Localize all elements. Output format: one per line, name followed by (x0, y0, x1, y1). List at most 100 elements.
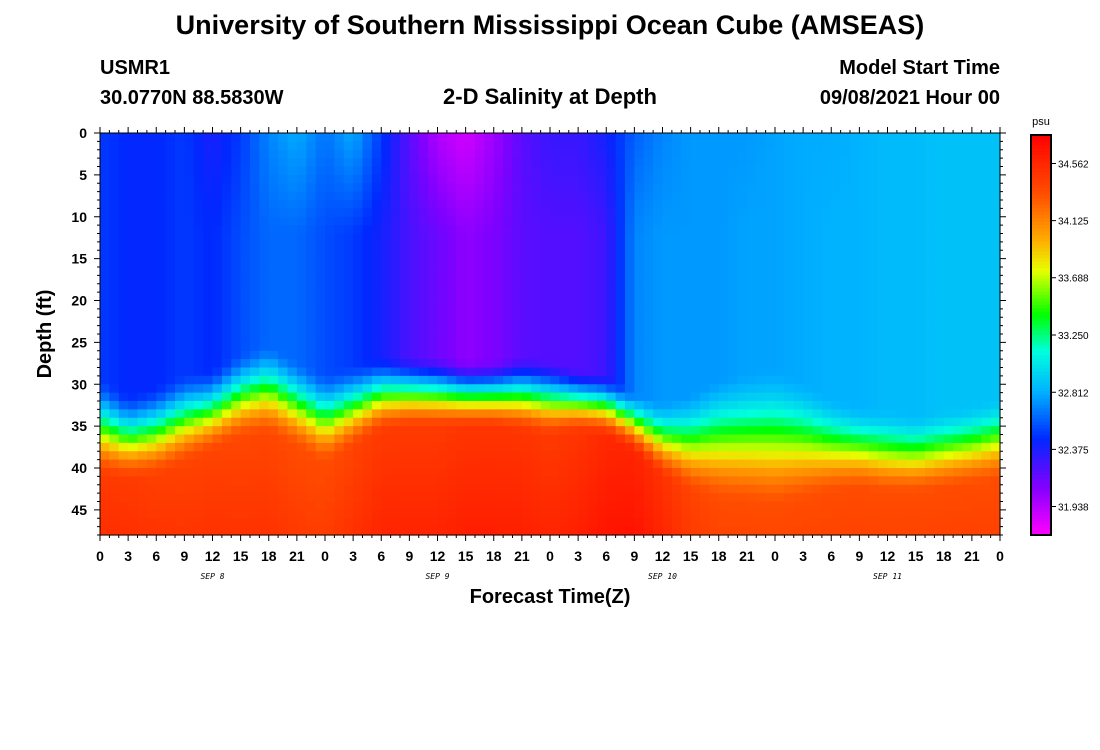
heatmap-cell (906, 166, 917, 176)
heatmap-cell (212, 166, 223, 176)
heatmap-cell (446, 183, 457, 193)
heatmap-cell (737, 275, 748, 285)
heatmap-cell (990, 133, 1001, 142)
heatmap-cell (662, 216, 673, 226)
heatmap-cell (887, 317, 898, 327)
heatmap-cell (737, 300, 748, 310)
heatmap-cell (662, 459, 673, 469)
heatmap-cell (962, 518, 973, 528)
heatmap-cell (437, 166, 448, 176)
heatmap-cell (906, 292, 917, 302)
heatmap-cell (465, 501, 476, 511)
heatmap-cell (156, 133, 167, 142)
colorbar-swatch (1031, 268, 1051, 273)
heatmap-cell (381, 241, 392, 251)
heatmap-cell (868, 367, 879, 377)
heatmap-cell (718, 526, 729, 536)
heatmap-cell (531, 258, 542, 268)
heatmap-cell (446, 208, 457, 218)
heatmap-cell (962, 300, 973, 310)
heatmap-cell (671, 241, 682, 251)
heatmap-cell (465, 509, 476, 519)
heatmap-cell (175, 468, 185, 477)
heatmap-cell (793, 191, 804, 201)
heatmap-cell (203, 359, 214, 369)
heatmap-cell (971, 191, 982, 201)
heatmap-cell (559, 233, 570, 243)
heatmap-cell (981, 158, 992, 168)
heatmap-cell (325, 401, 335, 410)
heatmap-cell (578, 451, 589, 461)
heatmap-cell (643, 375, 654, 385)
heatmap-cell (737, 501, 748, 511)
heatmap-cell (512, 325, 523, 335)
heatmap-cell (437, 367, 448, 377)
heatmap-cell (615, 367, 626, 377)
heatmap-cell (203, 442, 214, 452)
heatmap-cell (118, 375, 129, 385)
heatmap-cell (146, 267, 157, 276)
heatmap-cell (756, 367, 767, 377)
heatmap-cell (343, 317, 354, 327)
heatmap-cell (512, 158, 523, 168)
heatmap-cell (690, 292, 701, 302)
heatmap-cell (240, 459, 251, 469)
heatmap-cell (878, 258, 889, 268)
heatmap-cell (587, 225, 598, 235)
colorbar-swatch (1031, 191, 1051, 196)
heatmap-cell (859, 267, 870, 276)
heatmap-cell (193, 426, 204, 436)
heatmap-cell (990, 149, 1001, 159)
heatmap-cell (296, 518, 307, 528)
heatmap-cell (784, 275, 795, 285)
heatmap-cell (606, 149, 617, 159)
heatmap-cell (737, 225, 748, 235)
heatmap-cell (315, 359, 326, 369)
heatmap-cell (559, 384, 570, 394)
heatmap-cell (850, 468, 860, 477)
heatmap-cell (268, 334, 279, 343)
heatmap-cell (718, 292, 729, 302)
heatmap-cell (653, 317, 664, 327)
heatmap-cell (353, 300, 364, 310)
heatmap-cell (400, 476, 410, 486)
heatmap-cell (287, 225, 298, 235)
heatmap-cell (578, 241, 589, 251)
heatmap-cell (362, 367, 373, 377)
heatmap-cell (306, 459, 317, 469)
heatmap-cell (240, 417, 251, 427)
heatmap-cell (971, 426, 982, 436)
heatmap-cell (653, 518, 664, 528)
heatmap-cell (606, 493, 617, 503)
heatmap-cell (212, 250, 223, 260)
heatmap-cell (456, 392, 467, 402)
heatmap-cell (718, 174, 729, 184)
heatmap-cell (662, 174, 673, 184)
heatmap-cell (259, 174, 270, 184)
heatmap-cell (625, 317, 635, 327)
heatmap-cell (503, 258, 514, 268)
heatmap-cell (859, 493, 870, 503)
heatmap-cell (540, 350, 551, 360)
heatmap-cell (371, 191, 382, 201)
heatmap-cell (859, 300, 870, 310)
heatmap-cell (887, 208, 898, 218)
heatmap-cell (503, 484, 514, 494)
heatmap-cell (709, 384, 720, 394)
heatmap-cell (634, 375, 645, 385)
heatmap-cell (728, 459, 739, 469)
heatmap-cell (437, 451, 448, 461)
heatmap-cell (268, 325, 279, 335)
heatmap-cell (681, 300, 692, 310)
heatmap-cell (784, 283, 795, 293)
colorbar-swatch (1031, 155, 1051, 159)
heatmap-cell (625, 409, 635, 419)
y-tick-label: 10 (71, 209, 87, 225)
heatmap-cell (812, 375, 823, 385)
heatmap-cell (484, 200, 495, 209)
heatmap-cell (831, 334, 842, 343)
heatmap-cell (334, 350, 345, 360)
heatmap-cell (456, 451, 467, 461)
heatmap-cell (887, 417, 898, 427)
heatmap-cell (109, 200, 120, 209)
